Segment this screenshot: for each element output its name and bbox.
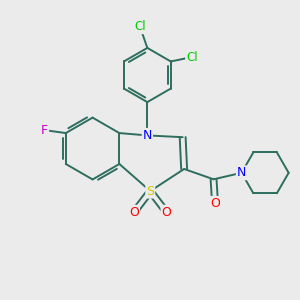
- Text: O: O: [129, 206, 139, 219]
- Text: S: S: [146, 184, 154, 198]
- Text: O: O: [210, 197, 220, 210]
- Text: Cl: Cl: [134, 20, 146, 33]
- Text: N: N: [237, 166, 246, 179]
- Text: F: F: [41, 124, 48, 136]
- Text: O: O: [161, 206, 171, 219]
- Text: Cl: Cl: [186, 50, 198, 64]
- Text: N: N: [142, 129, 152, 142]
